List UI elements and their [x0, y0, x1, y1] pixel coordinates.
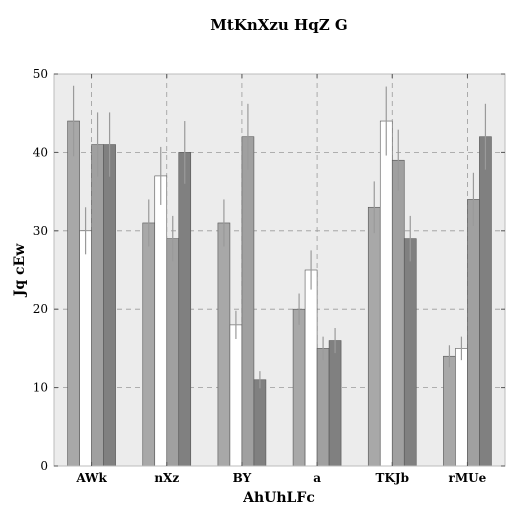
y-tick-label: 10: [33, 381, 48, 395]
bar: [403, 238, 417, 467]
bars: [67, 120, 492, 467]
bar: [304, 269, 318, 467]
bar: [328, 340, 342, 467]
y-tick-label: 20: [33, 302, 48, 316]
bar: [103, 144, 116, 467]
chart-title: MtKnXzu HqZ G: [210, 16, 347, 34]
bar: [241, 136, 255, 467]
y-axis-label: Jq cEw: [12, 243, 28, 298]
y-tick-label: 0: [40, 459, 48, 473]
x-tick-label: nXz: [154, 471, 179, 485]
x-tick-label: a: [313, 471, 321, 485]
x-tick-label: TKJb: [376, 471, 409, 485]
bar: [316, 348, 330, 467]
bar: [391, 159, 405, 467]
x-tick-label: BY: [233, 471, 252, 485]
y-axis: 0 10 20 30 40 50: [33, 67, 505, 473]
bar: [142, 222, 156, 467]
bar: [379, 120, 393, 467]
x-tick-label: rMUe: [449, 471, 487, 485]
bar: [443, 355, 456, 467]
bar: [253, 379, 267, 467]
bar: [91, 144, 104, 467]
bar: [79, 230, 92, 467]
bar: [479, 136, 492, 467]
y-tick-label: 40: [33, 145, 48, 159]
bar: [229, 324, 243, 467]
x-tick-label: AWk: [75, 471, 107, 485]
y-tick-label: 50: [33, 67, 48, 81]
plot-background: [54, 74, 505, 466]
bar: [292, 308, 306, 467]
bar: [455, 348, 468, 467]
plot-frame: [53, 73, 506, 467]
error-bars: [72, 85, 487, 389]
bar: [367, 206, 381, 467]
bar: [67, 120, 80, 467]
bar: [217, 222, 231, 467]
bar: [467, 199, 480, 467]
bar: [166, 238, 180, 467]
y-tick-label: 30: [33, 224, 48, 238]
bar: [154, 175, 168, 467]
x-axis: AWk nXz BY a TKJb rMUe: [75, 74, 487, 485]
x-axis-label: AhUhLFc: [242, 490, 315, 506]
bar: [178, 152, 192, 467]
